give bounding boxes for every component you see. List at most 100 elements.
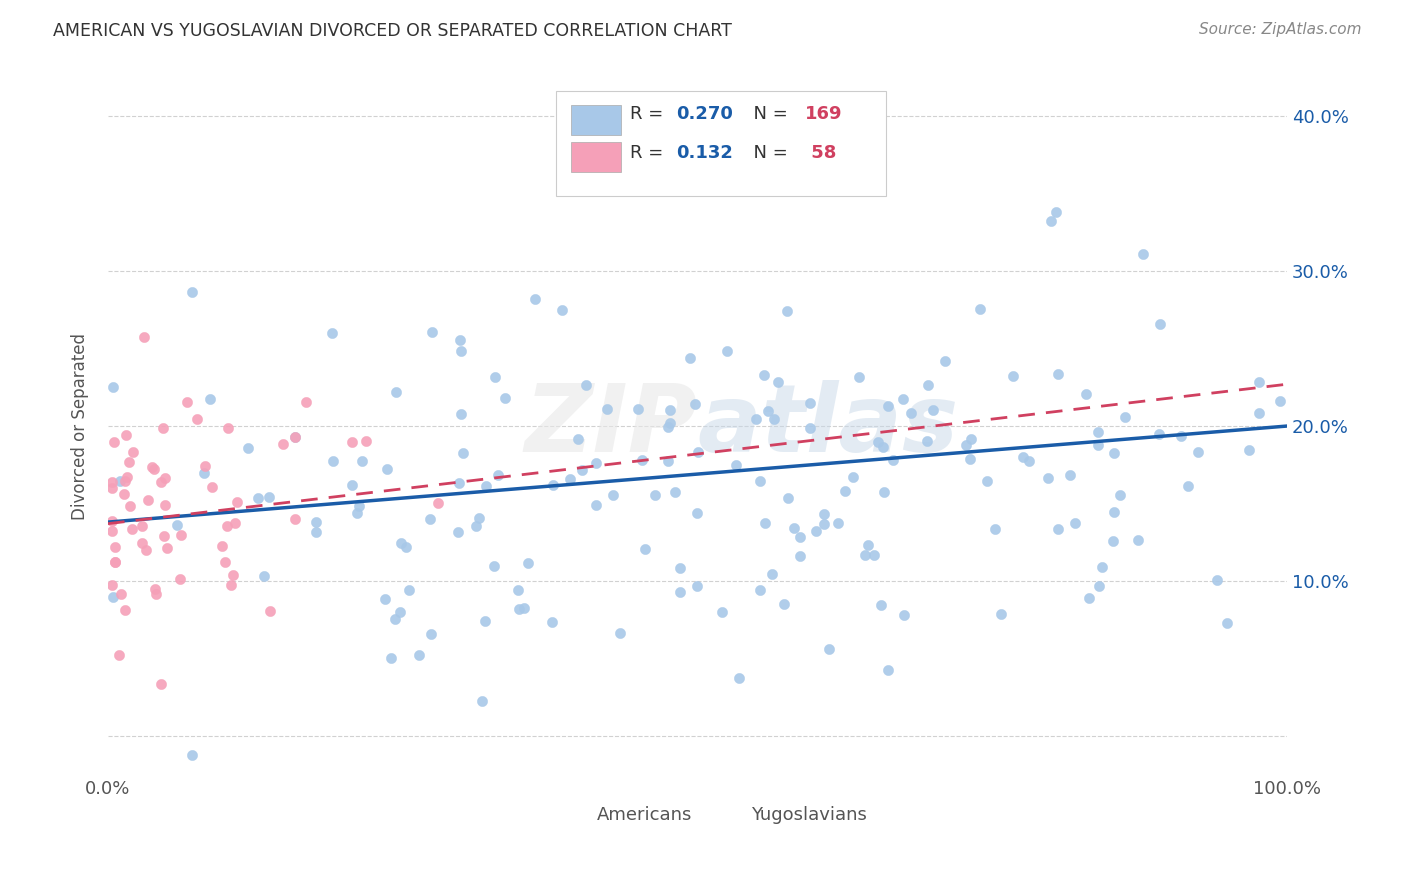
Point: [484, 370, 506, 384]
Point: [108, 648, 131, 662]
Point: [724, 458, 747, 472]
Point: [799, 396, 821, 410]
Point: [1074, 387, 1097, 401]
Point: [194, 458, 217, 473]
Point: [575, 377, 598, 392]
Point: [877, 663, 900, 677]
Point: [872, 441, 894, 455]
Point: [468, 511, 491, 525]
Text: ZIP: ZIP: [524, 380, 697, 472]
Point: [799, 420, 821, 434]
Point: [585, 456, 607, 470]
Point: [686, 579, 709, 593]
Text: 0.270: 0.270: [676, 105, 733, 123]
Point: [221, 578, 243, 592]
Point: [284, 430, 307, 444]
Point: [471, 693, 494, 707]
Point: [141, 459, 163, 474]
Point: [143, 582, 166, 597]
Point: [419, 512, 441, 526]
Point: [100, 481, 122, 495]
Point: [103, 434, 125, 449]
Point: [215, 518, 238, 533]
Point: [1091, 560, 1114, 574]
Point: [969, 301, 991, 316]
Point: [571, 463, 593, 477]
Point: [340, 434, 363, 449]
Point: [1059, 468, 1081, 483]
Point: [917, 378, 939, 392]
Point: [104, 554, 127, 568]
Point: [877, 400, 900, 414]
Y-axis label: Divorced or Separated: Divorced or Separated: [72, 333, 89, 519]
Point: [1247, 406, 1270, 420]
Point: [761, 567, 783, 582]
Point: [100, 475, 122, 489]
Point: [1177, 479, 1199, 493]
Point: [1149, 318, 1171, 332]
Point: [465, 519, 488, 533]
Text: Yugoslavians: Yugoslavians: [751, 806, 866, 824]
Point: [122, 444, 145, 458]
Point: [225, 495, 247, 509]
Point: [543, 477, 565, 491]
Point: [882, 452, 904, 467]
Point: [1088, 579, 1111, 593]
Point: [1187, 444, 1209, 458]
Point: [984, 522, 1007, 536]
Point: [142, 462, 165, 476]
Point: [384, 612, 406, 626]
Point: [181, 747, 204, 762]
Point: [419, 627, 441, 641]
Point: [149, 475, 172, 489]
Text: Source: ZipAtlas.com: Source: ZipAtlas.com: [1198, 22, 1361, 37]
Point: [408, 648, 430, 663]
Point: [728, 671, 751, 685]
Point: [211, 539, 233, 553]
Point: [1036, 471, 1059, 485]
Point: [934, 354, 956, 368]
Point: [679, 351, 702, 366]
Point: [752, 368, 775, 382]
Point: [595, 401, 617, 416]
Point: [132, 329, 155, 343]
Text: AMERICAN VS YUGOSLAVIAN DIVORCED OR SEPARATED CORRELATION CHART: AMERICAN VS YUGOSLAVIAN DIVORCED OR SEPA…: [53, 22, 733, 40]
FancyBboxPatch shape: [571, 105, 621, 135]
Point: [1268, 394, 1291, 409]
FancyBboxPatch shape: [554, 803, 592, 827]
Point: [104, 540, 127, 554]
Point: [686, 444, 709, 458]
Point: [389, 536, 412, 550]
FancyBboxPatch shape: [571, 143, 621, 171]
Point: [749, 474, 772, 488]
Point: [960, 433, 983, 447]
Point: [217, 420, 239, 434]
Point: [114, 427, 136, 442]
Point: [380, 650, 402, 665]
Point: [112, 487, 135, 501]
Point: [1132, 247, 1154, 261]
Point: [1147, 427, 1170, 442]
Point: [284, 512, 307, 526]
Point: [100, 524, 122, 538]
Point: [827, 516, 849, 530]
Point: [246, 491, 269, 505]
Point: [110, 587, 132, 601]
Point: [100, 514, 122, 528]
Point: [257, 490, 280, 504]
Point: [145, 587, 167, 601]
Point: [853, 549, 876, 563]
Point: [153, 498, 176, 512]
Point: [804, 524, 827, 538]
Point: [551, 303, 574, 318]
Text: N =: N =: [742, 105, 794, 123]
Point: [153, 529, 176, 543]
Point: [118, 500, 141, 514]
Point: [873, 484, 896, 499]
Point: [156, 541, 179, 556]
Point: [134, 543, 156, 558]
Point: [103, 380, 125, 394]
Point: [152, 421, 174, 435]
Point: [475, 478, 498, 492]
Text: 0.132: 0.132: [676, 144, 733, 161]
